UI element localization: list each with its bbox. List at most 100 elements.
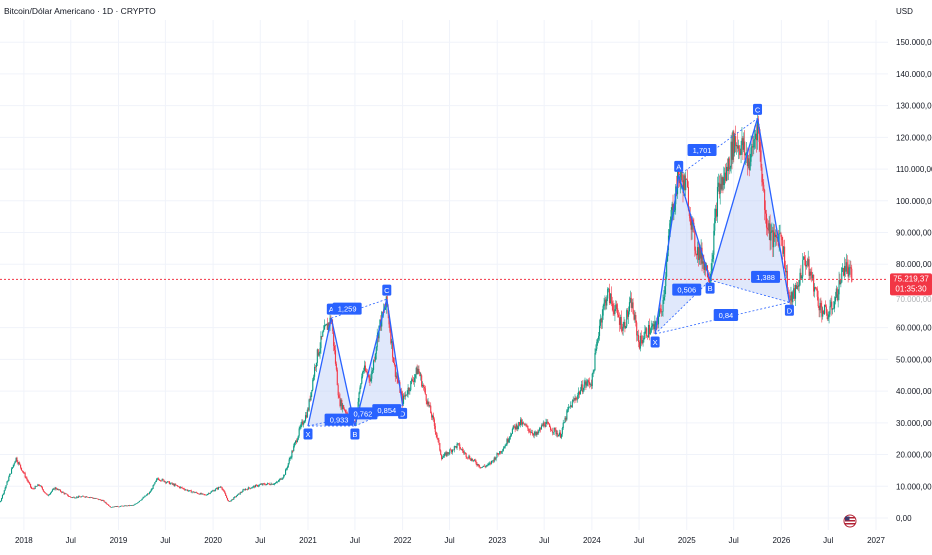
candle-body <box>475 460 476 462</box>
candle-body <box>149 492 150 493</box>
candle-body <box>158 478 159 479</box>
candle-body <box>409 390 410 391</box>
candle-body <box>614 309 615 314</box>
price-tick-label: 20.000,00 <box>896 451 932 460</box>
candle-body <box>815 287 816 288</box>
candle-body <box>436 432 437 435</box>
candle-body <box>231 500 232 501</box>
candle-body <box>594 353 595 370</box>
candle-body <box>150 491 151 492</box>
candle-body <box>29 483 30 484</box>
candle-body <box>264 484 265 485</box>
candle-body <box>31 487 32 489</box>
candle-body <box>469 456 470 459</box>
candle-body <box>7 481 8 482</box>
candle-body <box>767 228 768 229</box>
candle-body <box>510 436 511 437</box>
candle-body <box>636 322 637 335</box>
candle-body <box>106 503 107 504</box>
price-tick-label: 110.000,00 <box>896 165 932 174</box>
candle-body <box>482 467 483 468</box>
candle-body <box>140 500 141 501</box>
candle-body <box>28 482 29 483</box>
candle-body <box>423 385 424 387</box>
candle-body <box>287 467 288 469</box>
candle-body <box>825 305 826 307</box>
candle-body <box>439 443 440 450</box>
candle-body <box>514 425 515 426</box>
pattern-point-label: A <box>676 162 681 171</box>
candle-body <box>508 440 509 442</box>
time-tick-label: 2018 <box>15 536 33 545</box>
candle-body <box>196 492 197 493</box>
candle-body <box>266 484 267 485</box>
candle-body <box>454 446 455 450</box>
candle-body <box>207 494 208 495</box>
ratio-label: 1,259 <box>338 305 357 314</box>
price-tick-label: 50.000,00 <box>896 355 932 364</box>
candle-body <box>695 251 696 254</box>
candle-body <box>3 494 4 495</box>
candle-body <box>278 481 279 482</box>
candle-body <box>802 260 803 277</box>
candle-body <box>504 447 505 448</box>
candle-body <box>137 502 138 503</box>
candle-body <box>569 407 570 408</box>
current-price-label: 75.219,37 <box>893 274 929 283</box>
candle-body <box>735 136 736 146</box>
time-tick-label: Jul <box>823 536 833 545</box>
candle-body <box>414 378 415 382</box>
candle-body <box>86 496 87 497</box>
candle-body <box>760 150 761 167</box>
candle-body <box>25 473 26 477</box>
candle-body <box>625 326 626 328</box>
candle-body <box>26 477 27 478</box>
candle-body <box>67 494 68 496</box>
candle-body <box>117 506 118 507</box>
candle-body <box>50 493 51 494</box>
candle-body <box>225 493 226 495</box>
candle-body <box>509 437 510 440</box>
candle-body <box>335 350 336 363</box>
candle-body <box>478 464 479 466</box>
candle-body <box>770 232 771 241</box>
candle-body <box>465 453 466 454</box>
us-flag-icon[interactable] <box>844 515 856 527</box>
candle-body <box>584 385 585 390</box>
candle-body <box>848 267 849 276</box>
time-tick-label: Jul <box>350 536 360 545</box>
candle-body <box>644 331 645 337</box>
candle-body <box>275 483 276 484</box>
candle-body <box>651 327 652 332</box>
price-tick-label: 100.000,00 <box>896 197 932 206</box>
candle-body <box>52 490 53 492</box>
pattern-point-label: B <box>708 284 713 293</box>
candle-body <box>457 444 458 448</box>
candle-body <box>36 486 37 487</box>
candle-body <box>249 487 250 488</box>
candle-body <box>203 494 204 495</box>
candle-body <box>215 489 216 490</box>
candle-body <box>237 494 238 495</box>
candle-body <box>22 470 23 471</box>
candle-body <box>70 497 71 498</box>
candle-body <box>447 452 448 453</box>
candle-body <box>45 492 46 493</box>
ratio-label: 1,388 <box>756 273 775 282</box>
symbol-title[interactable]: Bitcoin/Dólar Americano · 1D · CRYPTO <box>4 6 156 16</box>
time-tick-label: Jul <box>255 536 265 545</box>
candle-body <box>410 381 411 390</box>
currency-label[interactable]: USD <box>896 7 913 16</box>
price-tick-label: 120.000,00 <box>896 133 932 142</box>
candle-body <box>360 384 361 388</box>
candle-body <box>375 354 376 361</box>
candle-body <box>575 398 576 399</box>
candle-body <box>290 458 291 459</box>
candle-body <box>8 477 9 481</box>
candle-body <box>831 302 832 310</box>
candle-body <box>51 491 52 492</box>
candle-body <box>365 366 366 371</box>
candle-body <box>612 301 613 304</box>
